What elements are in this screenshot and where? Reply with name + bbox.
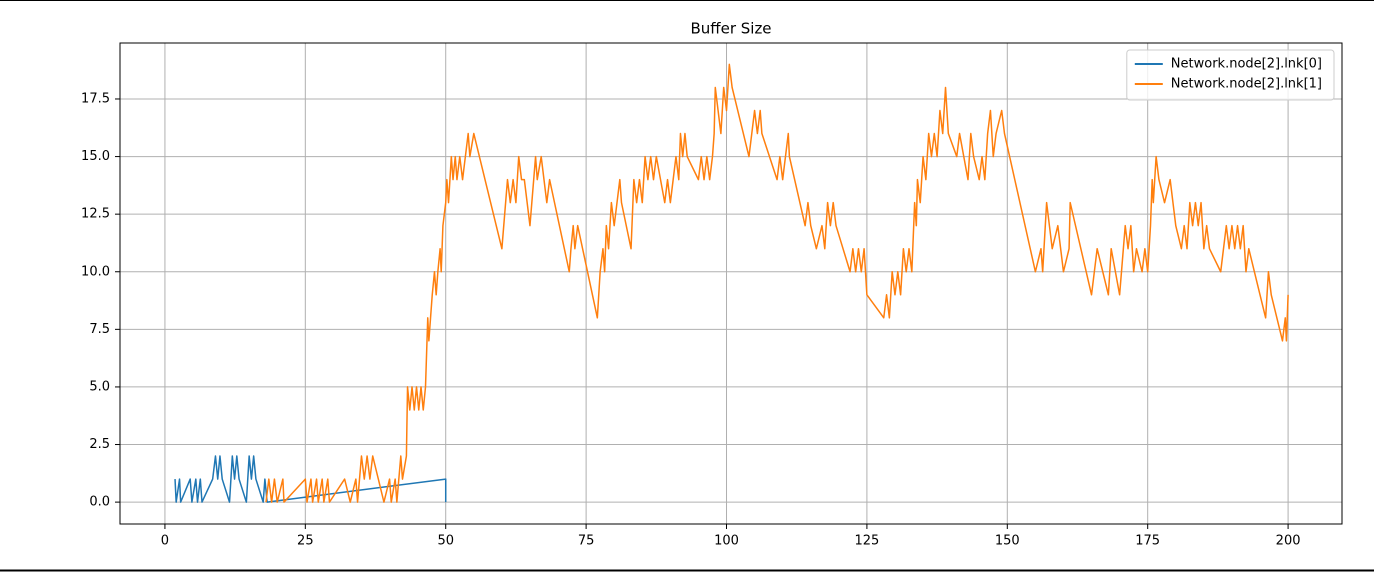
legend-label: Network.node[2].lnk[0] (1171, 57, 1322, 72)
x-tick-label: 0 (161, 534, 169, 549)
legend: Network.node[2].lnk[0] Network.node[2].ln… (1126, 49, 1335, 101)
x-tick-label: 200 (1276, 534, 1301, 549)
plot-frame (119, 42, 1343, 525)
legend-label: Network.node[2].lnk[1] (1171, 77, 1322, 92)
series-line (174, 455, 447, 503)
y-tick-label: 7.5 (89, 322, 110, 337)
x-tick-label: 25 (297, 534, 314, 549)
y-tick-label: 17.5 (81, 91, 110, 106)
legend-box (1126, 49, 1335, 101)
x-tick-label: 125 (854, 534, 879, 549)
y-tick-label: 2.5 (89, 437, 110, 452)
x-tick-label: 75 (578, 534, 595, 549)
series-line (265, 63, 1289, 503)
x-tick-label: 100 (714, 534, 739, 549)
x-tick-label: 50 (437, 534, 454, 549)
y-tick-label: 15.0 (81, 149, 110, 164)
x-tick-label: 175 (1135, 534, 1160, 549)
y-tick-label: 5.0 (89, 379, 110, 394)
y-tick-label: 10.0 (81, 264, 110, 279)
y-tick-label: 0.0 (89, 495, 110, 510)
chart-title: Buffer Size (690, 20, 771, 38)
x-tick-label: 150 (995, 534, 1020, 549)
y-tick-label: 12.5 (81, 207, 110, 222)
